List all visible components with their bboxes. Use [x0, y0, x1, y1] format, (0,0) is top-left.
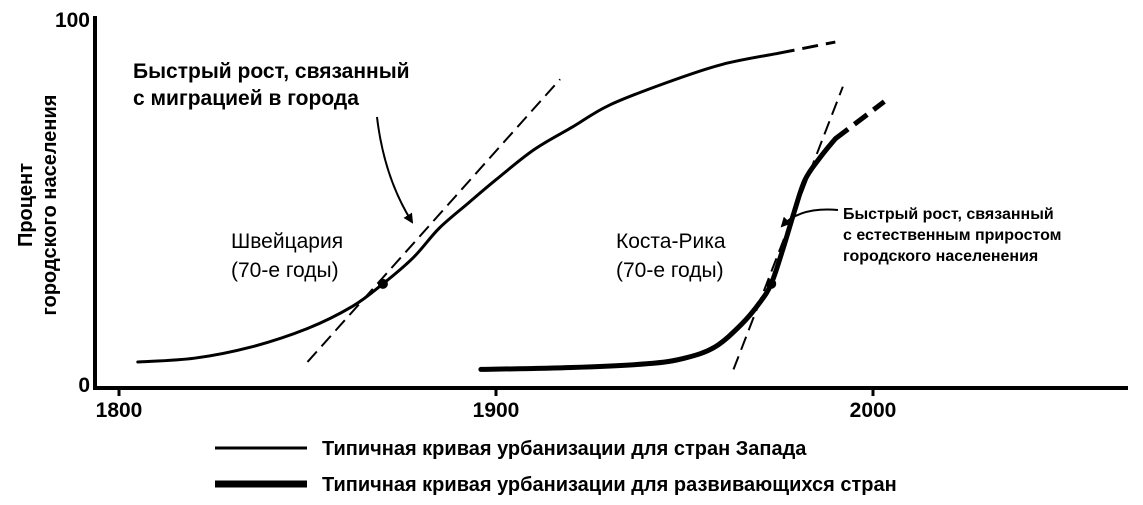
svg-text:Быстрый рост, связанный: Быстрый рост, связанный [843, 206, 1054, 223]
legend-label-developing: Типичная кривая урбанизации для развиваю… [322, 474, 897, 496]
svg-text:(70-е годы): (70-е годы) [616, 259, 724, 282]
svg-text:городского населения: городского населения [39, 95, 61, 316]
y-axis-label: Процент городского населения [15, 95, 61, 316]
svg-text:Быстрый рост, связанный: Быстрый рост, связанный [133, 60, 410, 83]
y-tick-label: 100 [55, 9, 90, 32]
y-tick-label: 0 [78, 374, 90, 397]
annotation-arrow-developing [780, 208, 839, 228]
x-tick-label: 1900 [473, 399, 520, 422]
svg-text:Швейцария: Швейцария [231, 230, 343, 253]
developing-curve-projection [833, 99, 886, 141]
svg-text:(70-е годы): (70-е годы) [231, 259, 339, 282]
legend: Типичная кривая урбанизации для стран За… [215, 438, 897, 496]
svg-text:с миграцией в города: с миграцией в города [133, 87, 359, 110]
svg-text:Коста-Рика: Коста-Рика [616, 230, 726, 253]
western-curve [136, 51, 781, 364]
legend-label-western: Типичная кривая урбанизации для стран За… [322, 438, 807, 460]
x-tick-label: 2000 [850, 399, 897, 422]
x-tick-label: 1800 [96, 399, 143, 422]
svg-text:городского населенения: городского населенения [843, 248, 1038, 265]
annotation-costa-rica: Коста-Рика (70-е годы) [616, 230, 726, 282]
western-curve-projection [778, 40, 836, 55]
point-switzerland [377, 278, 388, 289]
annotation-switzerland: Швейцария (70-е годы) [231, 230, 343, 282]
annotation-developing-growth: Быстрый рост, связанный с естественным п… [843, 206, 1062, 265]
developing-curve [478, 136, 838, 372]
point-costa-rica [766, 278, 777, 289]
annotation-western-growth: Быстрый рост, связанный с миграцией в го… [133, 60, 410, 110]
tangent-western [306, 78, 561, 363]
svg-text:с естественным приростом: с естественным приростом [843, 227, 1062, 244]
svg-text:Процент: Процент [15, 163, 37, 247]
annotation-arrow-western [376, 116, 414, 224]
